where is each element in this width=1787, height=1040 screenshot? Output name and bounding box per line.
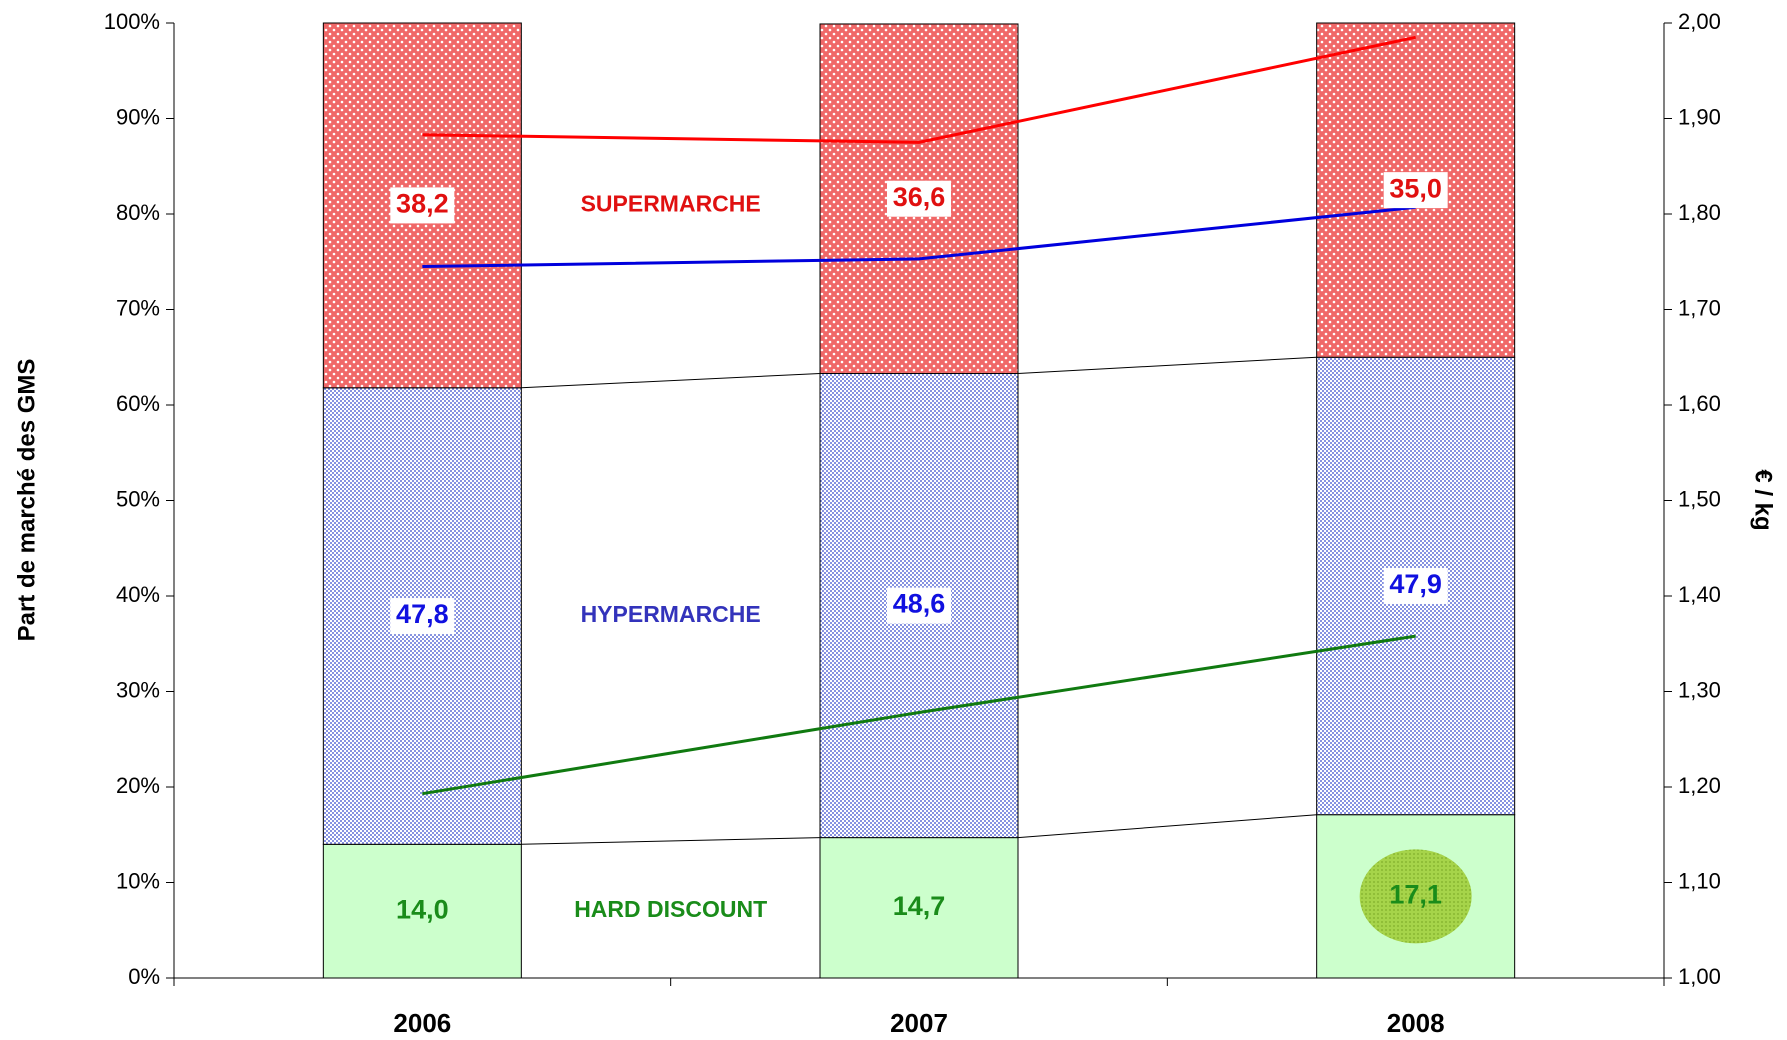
y2-tick-label: 2,00: [1678, 9, 1721, 34]
value-label: 38,2: [396, 189, 449, 219]
y2-tick-label: 1,20: [1678, 773, 1721, 798]
y2-tick-label: 1,00: [1678, 964, 1721, 989]
y2-tick-label: 1,50: [1678, 486, 1721, 511]
label-box: [390, 187, 455, 224]
value-label: 14,0: [396, 894, 449, 924]
y-tick-label: 100%: [104, 9, 160, 34]
x-tick-label: 2006: [393, 1008, 451, 1038]
price-line: [422, 205, 1416, 269]
y2-tick-label: 1,90: [1678, 104, 1721, 129]
y-tick-label: 60%: [116, 391, 160, 416]
y2-axis-label: € / kg: [1750, 469, 1777, 530]
y-tick-label: 80%: [116, 200, 160, 225]
label-box: [887, 180, 951, 217]
connector: [1017, 814, 1317, 839]
y2-tick-label: 1,70: [1678, 295, 1721, 320]
bar-segment: [819, 837, 1019, 979]
y-axis-label: Part de marché des GMS: [13, 359, 40, 642]
label-box: [887, 587, 951, 624]
y2-tick-label: 1,10: [1678, 868, 1721, 893]
y2-tick-label: 1,60: [1678, 391, 1721, 416]
label-box: [1383, 172, 1448, 209]
connector: [1017, 356, 1317, 374]
value-label: 47,8: [396, 599, 449, 629]
series-name: HARD DISCOUNT: [574, 896, 767, 922]
y-tick-label: 10%: [116, 868, 160, 893]
value-label: 14,7: [893, 891, 946, 921]
connector: [521, 372, 821, 389]
x-tick-label: 2008: [1387, 1008, 1445, 1038]
y-tick-label: 50%: [116, 486, 160, 511]
y2-tick-label: 1,40: [1678, 582, 1721, 607]
value-label: 36,6: [893, 182, 946, 212]
value-label: 47,9: [1389, 569, 1442, 599]
y-tick-label: 30%: [116, 677, 160, 702]
highlight: [1359, 849, 1472, 944]
y-tick-label: 20%: [116, 773, 160, 798]
value-label: 48,6: [893, 589, 946, 619]
label-box: [1383, 567, 1448, 604]
connector: [521, 837, 821, 845]
value-label: 35,0: [1389, 173, 1442, 203]
value-label: 17,1: [1389, 879, 1442, 909]
label-box: [390, 598, 455, 635]
y2-tick-label: 1,80: [1678, 200, 1721, 225]
series-name: HYPERMARCHE: [581, 601, 761, 627]
y-tick-label: 90%: [116, 104, 160, 129]
x-tick-label: 2007: [890, 1008, 948, 1038]
bar-segment: [322, 843, 522, 979]
y-tick-label: 40%: [116, 582, 160, 607]
y-tick-label: 70%: [116, 295, 160, 320]
series-name: SUPERMARCHE: [581, 190, 761, 216]
y-tick-label: 0%: [128, 964, 160, 989]
price-line: [422, 35, 1416, 144]
y2-tick-label: 1,30: [1678, 677, 1721, 702]
price-line: [422, 634, 1416, 796]
